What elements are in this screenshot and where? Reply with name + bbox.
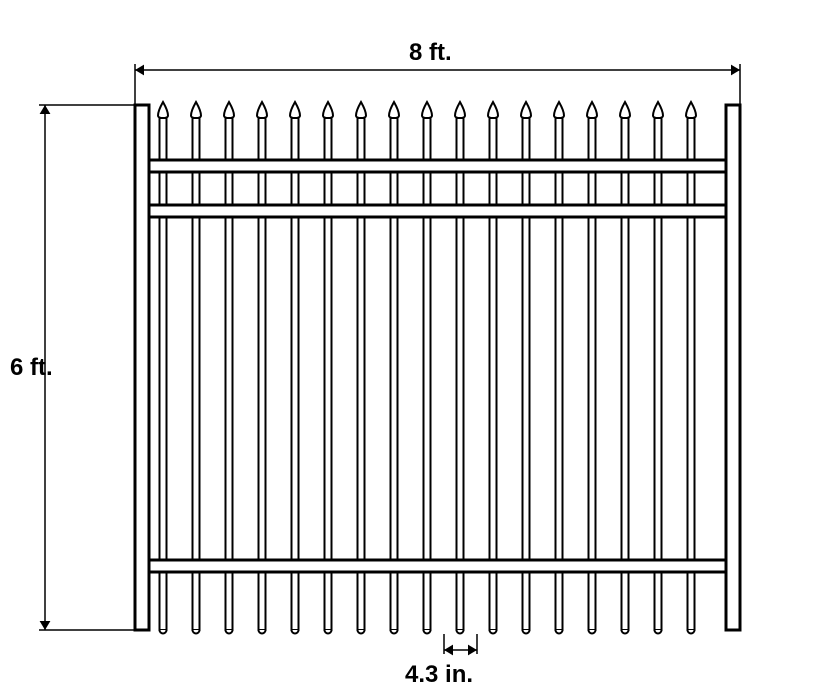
dim-height-label: 6 ft. [10, 354, 53, 381]
dim-spacing-label: 4.3 in. [405, 661, 473, 688]
fence-diagram: 8 ft. 6 ft. 4.3 in. [0, 0, 819, 700]
dim-width-label: 8 ft. [409, 39, 452, 66]
